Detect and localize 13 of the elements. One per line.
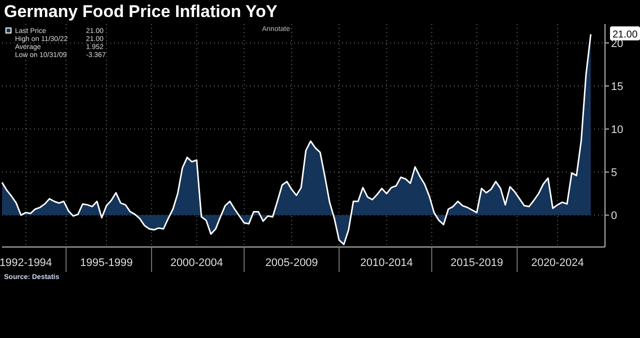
y-tick-label: 0 [611, 210, 618, 222]
x-tick-label: 1992-1994 [0, 257, 52, 269]
y-tick-label: 15 [611, 80, 624, 93]
x-tick-label: 2015-2019 [450, 257, 504, 269]
x-tick-label: 1995-1999 [80, 257, 133, 269]
x-tick-label: 2010-2014 [360, 257, 413, 269]
x-tick-label: 2000-2004 [170, 257, 223, 269]
y-tick-label: 10 [611, 124, 624, 136]
x-tick-label: 2005-2009 [265, 257, 318, 269]
x-tick-label: 2020-2024 [531, 257, 584, 269]
y-tick-label: 5 [611, 167, 618, 180]
text: 21.00 [612, 29, 638, 40]
chart-title: Germany Food Price Inflation YoY [4, 2, 278, 21]
